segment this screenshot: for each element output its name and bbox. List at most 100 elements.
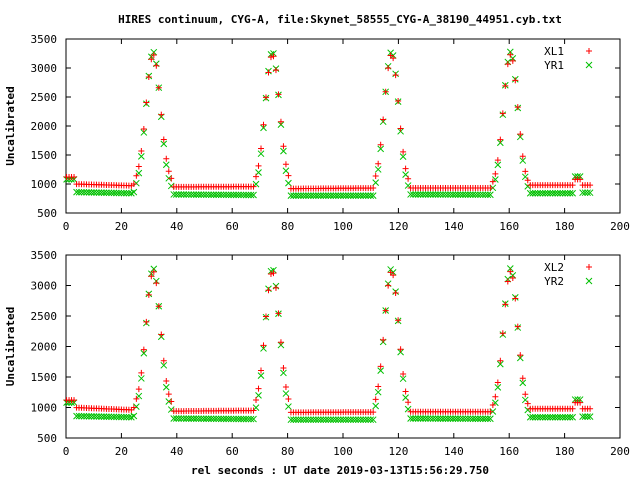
data-point bbox=[374, 388, 382, 396]
data-point bbox=[260, 121, 267, 128]
series-yr1 bbox=[63, 48, 594, 199]
data-point bbox=[447, 191, 454, 198]
data-point bbox=[282, 161, 289, 168]
data-point bbox=[150, 52, 157, 59]
data-point bbox=[317, 192, 325, 199]
data-point bbox=[262, 313, 269, 320]
data-point bbox=[314, 192, 322, 199]
data-point bbox=[347, 416, 355, 424]
data-point bbox=[566, 189, 574, 197]
data-point bbox=[496, 360, 504, 368]
data-point bbox=[73, 412, 80, 420]
data-point bbox=[499, 330, 506, 337]
data-point bbox=[319, 192, 327, 199]
data-point bbox=[352, 192, 360, 199]
data-point bbox=[584, 413, 591, 421]
y-tick-label: 2500 bbox=[31, 91, 58, 104]
data-point bbox=[83, 189, 90, 196]
data-point bbox=[551, 189, 559, 197]
data-point bbox=[432, 415, 439, 422]
data-point bbox=[200, 415, 208, 423]
data-point bbox=[484, 415, 492, 423]
data-point bbox=[272, 284, 279, 291]
data-point bbox=[307, 192, 315, 199]
data-point bbox=[245, 415, 252, 423]
data-point bbox=[462, 415, 469, 423]
data-point bbox=[457, 415, 464, 423]
data-point bbox=[322, 416, 330, 424]
x-tick-label: 160 bbox=[499, 220, 519, 233]
data-point bbox=[546, 189, 554, 197]
data-point bbox=[287, 192, 295, 199]
data-point bbox=[372, 396, 379, 403]
data-point bbox=[444, 415, 452, 422]
data-point bbox=[80, 188, 88, 196]
bottom-panel: 0 20 40 60 80 100 120 140 160 180 200 500 1000 1500 20… bbox=[4, 249, 630, 458]
data-point bbox=[260, 342, 267, 349]
data-point bbox=[210, 191, 217, 199]
data-point bbox=[412, 191, 419, 198]
data-point bbox=[417, 191, 424, 198]
y-tick-label: 1500 bbox=[31, 149, 58, 162]
data-point bbox=[250, 183, 257, 190]
data-point bbox=[380, 336, 387, 343]
data-point bbox=[210, 415, 217, 423]
data-point bbox=[512, 77, 519, 84]
data-point bbox=[482, 191, 489, 199]
x-tick-label: 200 bbox=[610, 445, 630, 458]
data-point bbox=[462, 191, 469, 198]
data-point bbox=[464, 415, 472, 423]
data-point bbox=[504, 61, 511, 68]
data-point bbox=[432, 191, 439, 198]
data-point bbox=[522, 168, 529, 175]
data-point bbox=[148, 56, 155, 63]
data-point bbox=[140, 125, 147, 132]
x-tick-label: 20 bbox=[115, 220, 128, 233]
data-point bbox=[260, 345, 267, 352]
data-point bbox=[364, 192, 372, 199]
data-point bbox=[165, 391, 172, 398]
data-point bbox=[509, 57, 516, 64]
data-point bbox=[285, 179, 292, 187]
data-point bbox=[494, 161, 502, 169]
data-point bbox=[258, 145, 265, 152]
data-point bbox=[452, 415, 459, 423]
data-point bbox=[85, 189, 93, 196]
data-point bbox=[105, 189, 113, 197]
data-point bbox=[422, 191, 429, 198]
data-point bbox=[145, 291, 152, 298]
data-point bbox=[98, 413, 105, 420]
data-point bbox=[337, 192, 345, 199]
data-point bbox=[539, 413, 547, 421]
data-point bbox=[354, 192, 362, 199]
data-point bbox=[180, 415, 188, 422]
data-point bbox=[417, 415, 424, 422]
legend-label-yr2: YR2 bbox=[544, 275, 564, 288]
data-point bbox=[442, 191, 449, 198]
data-point bbox=[419, 191, 427, 198]
data-point bbox=[551, 413, 559, 421]
data-point bbox=[220, 191, 227, 199]
data-point bbox=[526, 189, 534, 197]
data-point bbox=[529, 413, 537, 421]
data-point bbox=[253, 173, 260, 180]
x-tick-label: 80 bbox=[281, 220, 294, 233]
data-point bbox=[88, 413, 95, 420]
data-point bbox=[584, 189, 591, 197]
data-point bbox=[342, 416, 350, 424]
data-point bbox=[414, 191, 422, 198]
x-tick-label: 40 bbox=[170, 445, 183, 458]
data-point bbox=[534, 413, 542, 421]
data-point bbox=[479, 191, 487, 199]
data-point bbox=[504, 278, 511, 285]
data-point bbox=[120, 413, 128, 421]
data-point bbox=[407, 415, 414, 422]
data-point bbox=[544, 413, 552, 421]
data-point bbox=[103, 413, 110, 421]
data-point bbox=[364, 416, 372, 424]
data-point bbox=[577, 176, 584, 183]
data-point bbox=[220, 415, 227, 423]
data-point bbox=[73, 188, 80, 196]
x-tick-label: 180 bbox=[555, 445, 575, 458]
data-point bbox=[474, 415, 482, 423]
